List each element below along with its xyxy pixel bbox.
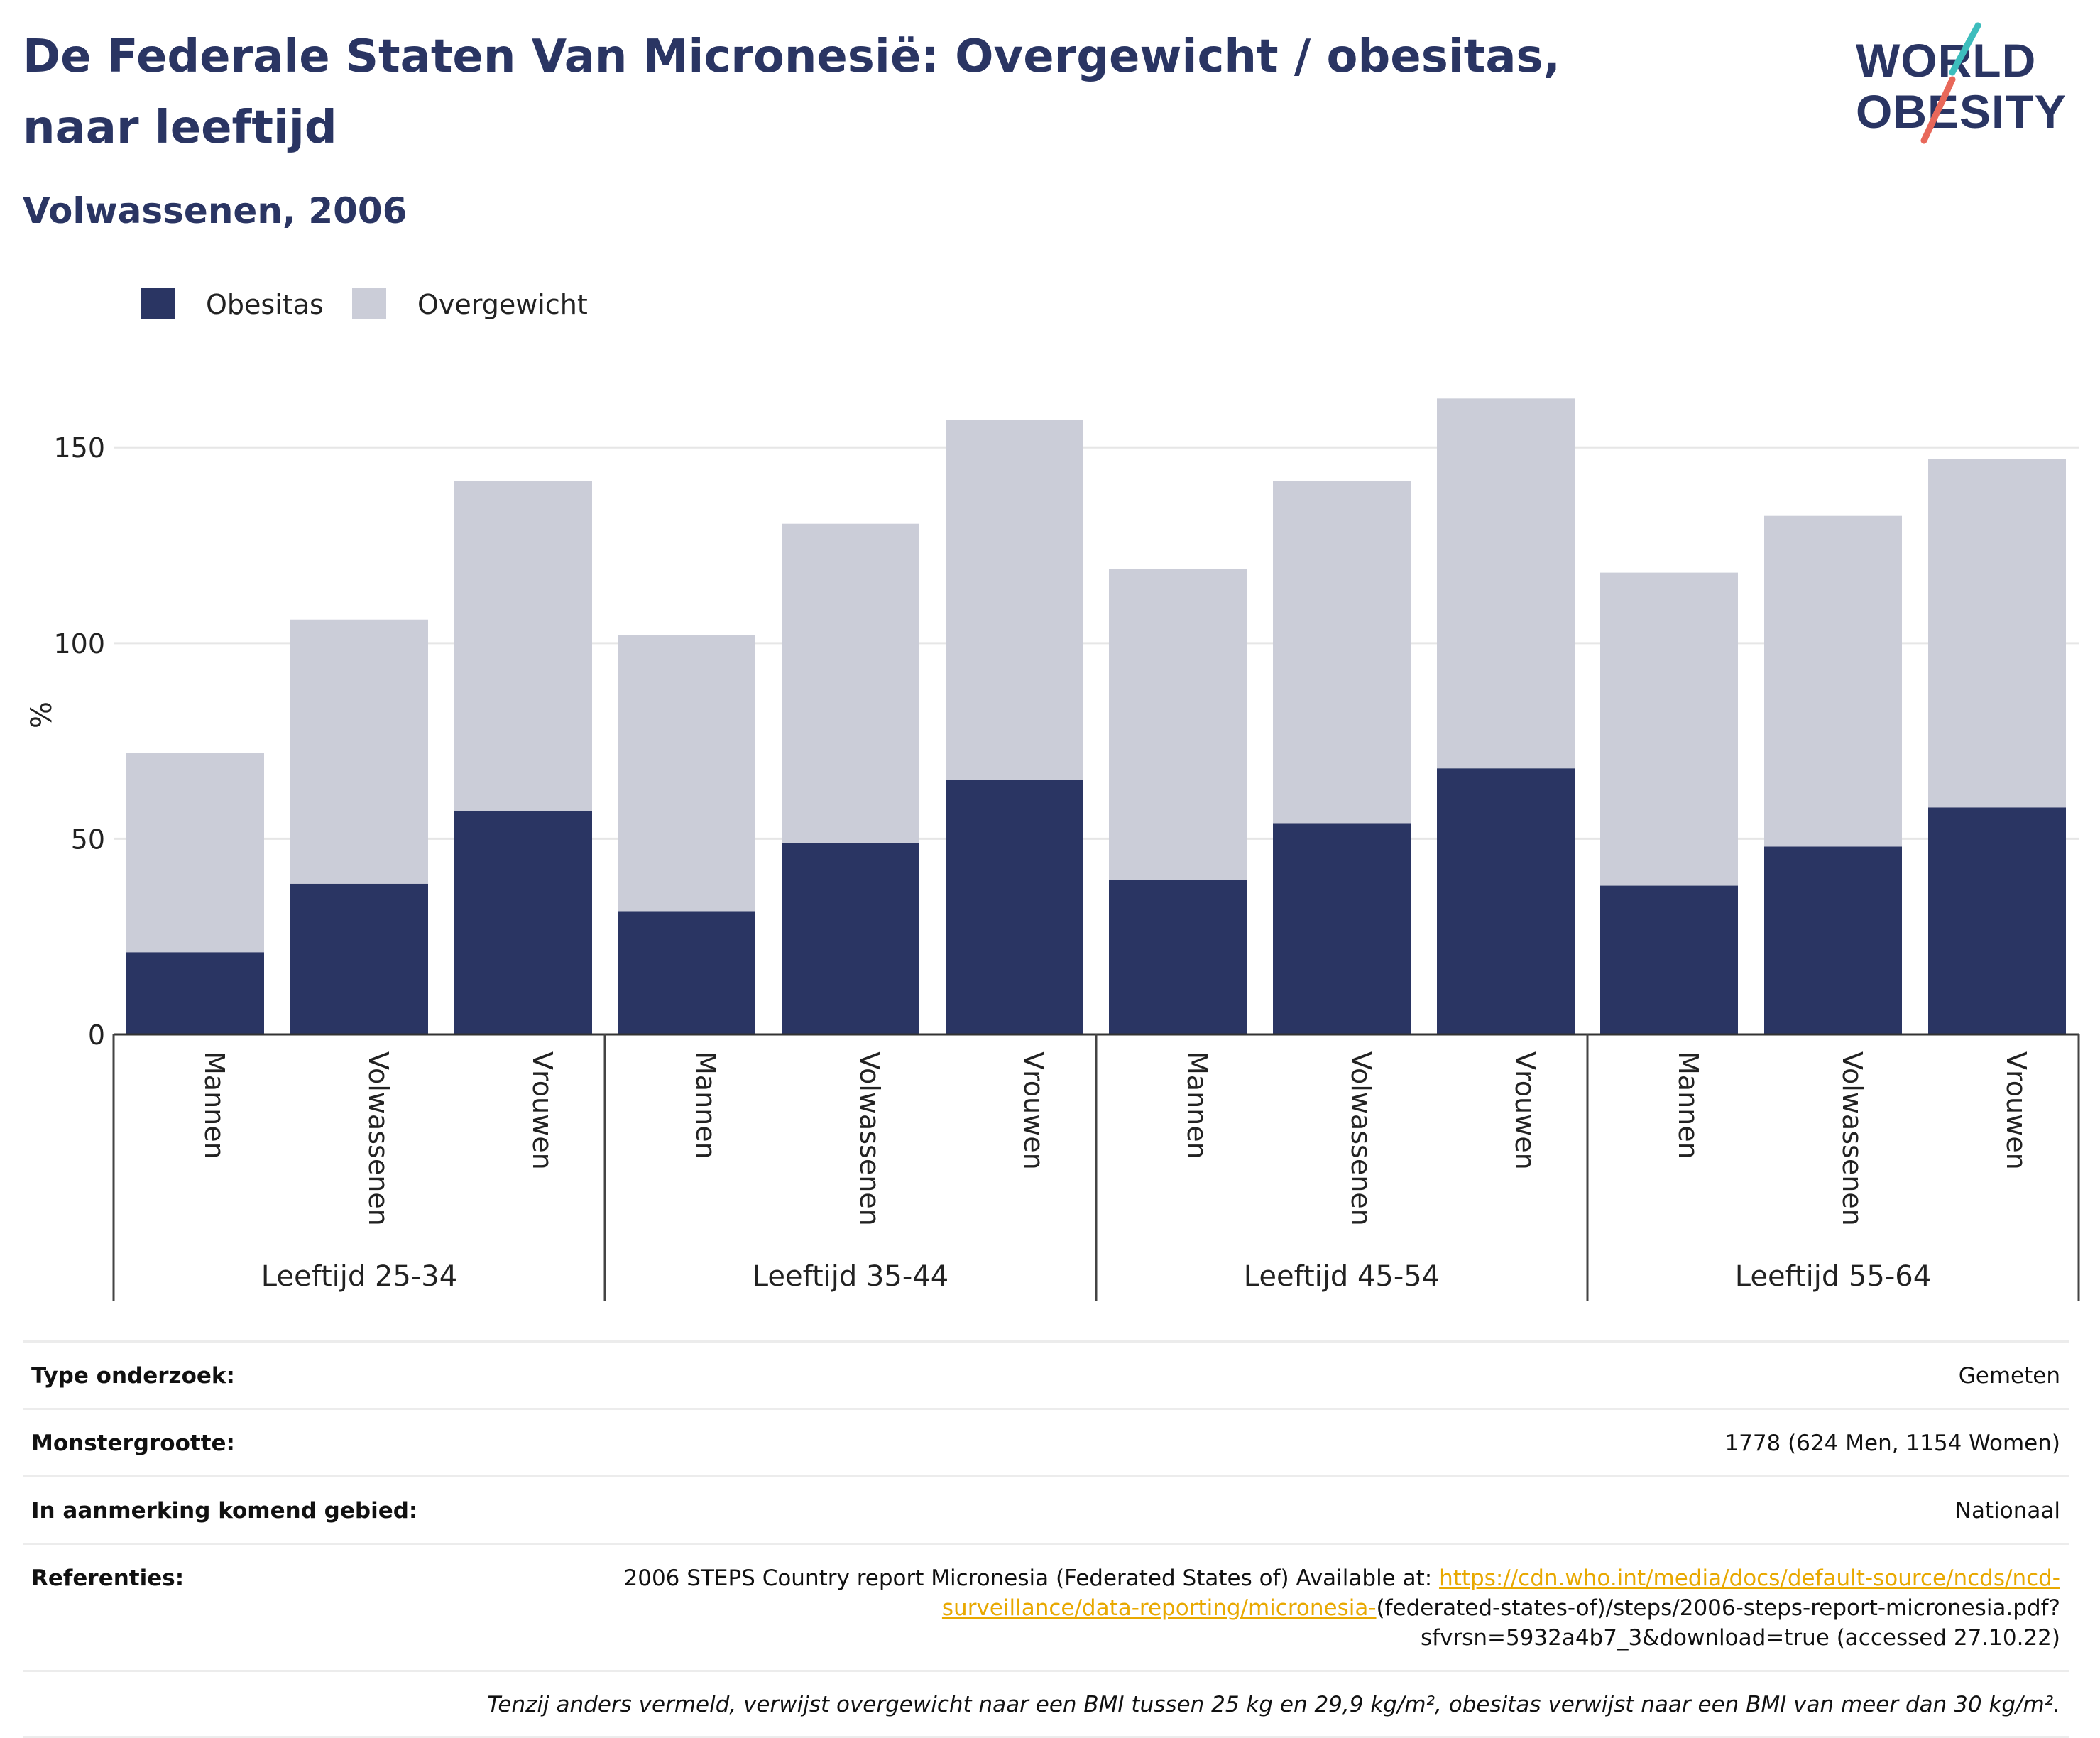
logo-slash-bottom: [1920, 76, 1956, 144]
x-category-label: Volwassenen: [1345, 1051, 1377, 1226]
x-group-label: Leeftijd 55-64: [1735, 1260, 1931, 1293]
bar-overgewicht-leeftijd-55-64-vrouwen: [1928, 459, 2066, 808]
chart-axes: Mannen Volwassenen Vrouwen Leeftijd 25-34 Ma…: [112, 1033, 2080, 1301]
x-category-label: Volwassenen: [1837, 1051, 1868, 1226]
bar-overgewicht-leeftijd-45-54-vrouwen: [1437, 398, 1575, 769]
x-category-label: Mannen: [690, 1051, 721, 1159]
info-row-survey-type: Type onderzoek: Gemeten: [23, 1340, 2069, 1408]
info-row-area: In aanmerking komend gebied: Nationaal: [23, 1475, 2069, 1543]
info-value: Nationaal: [1954, 1498, 2060, 1524]
chart-legend: Obesitas Overgewicht: [141, 288, 588, 320]
x-category-label: Mannen: [199, 1051, 230, 1159]
x-category-label: Vrouwen: [1509, 1051, 1541, 1170]
info-row-references: Referenties: 2006 STEPS Country report M…: [23, 1543, 2069, 1670]
bar-overgewicht-leeftijd-25-34-vrouwen: [454, 481, 592, 811]
bar-overgewicht-leeftijd-25-34-mannen: [126, 753, 264, 953]
x-group-label: Leeftijd 35-44: [753, 1260, 948, 1293]
info-row-sample-size: Monstergrootte: 1778 (624 Men, 1154 Wome…: [23, 1408, 2069, 1475]
legend-label-obesitas: Obesitas: [206, 289, 324, 320]
bar-obesitas-leeftijd-35-44-volwassenen: [782, 842, 919, 1034]
bar-overgewicht-leeftijd-35-44-mannen: [618, 635, 755, 912]
legend-swatch-obesitas: [141, 288, 175, 319]
info-label: Type onderzoek:: [31, 1363, 235, 1389]
bar-obesitas-leeftijd-55-64-volwassenen: [1764, 846, 1902, 1034]
chart-gridlines: 0 50 100 150: [53, 432, 2079, 1051]
x-category-label: Vrouwen: [527, 1051, 558, 1170]
x-category-label: Vrouwen: [1018, 1051, 1049, 1170]
info-label: Monstergrootte:: [31, 1431, 235, 1456]
bar-obesitas-leeftijd-35-44-vrouwen: [946, 780, 1083, 1034]
y-axis-label: %: [26, 701, 58, 728]
bar-overgewicht-leeftijd-35-44-volwassenen: [782, 523, 919, 843]
bar-overgewicht-leeftijd-45-54-volwassenen: [1273, 481, 1411, 824]
x-category-label: Vrouwen: [2001, 1051, 2032, 1170]
page-title: De Federale Staten Van Micronesië: Overg…: [23, 31, 1560, 154]
logo-text-line2: OBESITY: [1856, 85, 2067, 138]
x-category-label: Volwassenen: [854, 1051, 885, 1226]
survey-info-table: Type onderzoek: Gemeten Monstergrootte: …: [23, 1340, 2069, 1738]
chart-bars: [126, 398, 2066, 1034]
legend-swatch-overgewicht: [352, 288, 386, 319]
references-text-after: (federated-states-of)/steps/2006-steps-r…: [1376, 1595, 2060, 1651]
bar-overgewicht-leeftijd-45-54-mannen: [1109, 569, 1247, 880]
x-group-label: Leeftijd 25-34: [261, 1260, 457, 1293]
y-tick-label: 0: [88, 1020, 105, 1051]
logo-text-line1: WORLD: [1856, 34, 2036, 87]
bar-overgewicht-leeftijd-25-34-volwassenen: [290, 619, 428, 884]
info-label: Referenties:: [31, 1565, 185, 1591]
bar-obesitas-leeftijd-45-54-volwassenen: [1273, 823, 1411, 1034]
x-group-label: Leeftijd 45-54: [1244, 1260, 1440, 1293]
info-value: 1778 (624 Men, 1154 Women): [1724, 1431, 2060, 1456]
stacked-bar-chart: Obesitas Overgewicht 0 50 100 150 Mannen Volw…: [26, 288, 2080, 1301]
bar-overgewicht-leeftijd-35-44-vrouwen: [946, 420, 1083, 780]
references-text: 2006 STEPS Country report Micronesia (Fe…: [605, 1563, 2060, 1653]
x-category-label: Volwassenen: [363, 1051, 394, 1226]
bar-obesitas-leeftijd-25-34-mannen: [126, 952, 264, 1034]
y-tick-label: 50: [71, 824, 105, 855]
x-category-label: Mannen: [1673, 1051, 1704, 1159]
info-label: In aanmerking komend gebied:: [31, 1498, 418, 1524]
bar-obesitas-leeftijd-45-54-vrouwen: [1437, 768, 1575, 1034]
bar-obesitas-leeftijd-25-34-volwassenen: [290, 883, 428, 1034]
y-tick-label: 100: [53, 628, 105, 660]
x-category-label: Mannen: [1181, 1051, 1213, 1159]
legend-label-overgewicht: Overgewicht: [417, 289, 588, 320]
bar-obesitas-leeftijd-55-64-mannen: [1600, 885, 1738, 1034]
bar-obesitas-leeftijd-25-34-vrouwen: [454, 811, 592, 1034]
bar-overgewicht-leeftijd-55-64-mannen: [1600, 572, 1738, 886]
world-obesity-logo: WORLD OBESITY: [1856, 22, 2067, 144]
bar-obesitas-leeftijd-45-54-mannen: [1109, 880, 1247, 1034]
page-subtitle: Volwassenen, 2006: [23, 190, 408, 231]
logo-slash-top: [1949, 22, 1981, 76]
y-tick-label: 150: [53, 432, 105, 464]
info-value: Gemeten: [1958, 1363, 2060, 1389]
reference-link[interactable]: https://cdn.who.int/media/docs/default-s…: [941, 1565, 2060, 1621]
bar-overgewicht-leeftijd-55-64-volwassenen: [1764, 515, 1902, 847]
bmi-definition-note: Tenzij anders vermeld, verwijst overgewi…: [23, 1670, 2069, 1738]
bar-obesitas-leeftijd-55-64-vrouwen: [1928, 807, 2066, 1034]
bar-obesitas-leeftijd-35-44-mannen: [618, 911, 755, 1034]
references-text-before: 2006 STEPS Country report Micronesia (Fe…: [623, 1565, 1440, 1591]
